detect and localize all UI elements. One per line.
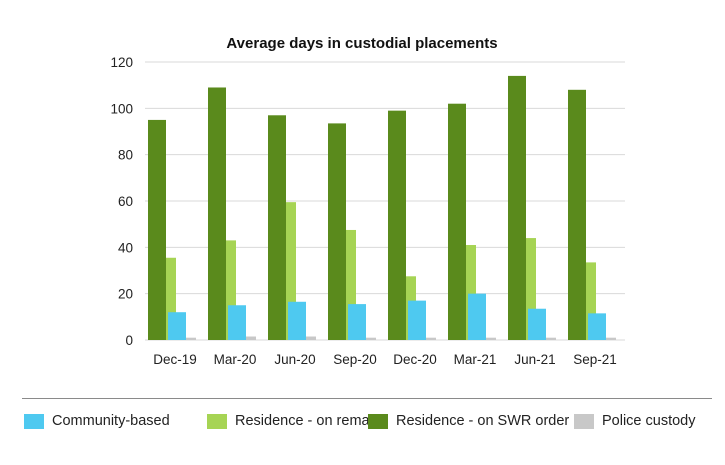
bars-layer xyxy=(148,75,616,341)
y-tick-label: 100 xyxy=(110,101,133,116)
legend: Community-based Residence - on remand Re… xyxy=(22,398,712,435)
legend-label-community: Community-based xyxy=(52,413,170,429)
x-tick-label: Mar-20 xyxy=(214,352,257,367)
bar-police-custody-mar-21 xyxy=(478,337,496,340)
bar-police-custody-dec-19 xyxy=(178,337,196,340)
x-tick-label: Mar-21 xyxy=(454,352,497,367)
x-tick-label: Jun-20 xyxy=(274,352,315,367)
bar-police-custody-sep-21 xyxy=(598,337,616,340)
bar-residence-on-swr-order-mar-20 xyxy=(208,87,226,340)
bar-community-based-mar-20 xyxy=(228,305,246,340)
bar-police-custody-sep-20 xyxy=(358,337,376,340)
bar-residence-on-swr-order-dec-20 xyxy=(388,110,406,341)
bar-residence-on-swr-order-sep-20 xyxy=(328,123,346,341)
legend-item-swr: Residence - on SWR order xyxy=(368,413,569,429)
legend-label-police: Police custody xyxy=(602,413,696,429)
x-tick-label: Dec-20 xyxy=(393,352,437,367)
legend-item-police: Police custody xyxy=(574,413,696,429)
legend-label-remand: Residence - on remand xyxy=(235,413,386,429)
x-tick-label: Dec-19 xyxy=(153,352,197,367)
bar-residence-on-swr-order-jun-20 xyxy=(268,115,286,341)
x-tick-label: Sep-20 xyxy=(333,352,377,367)
y-tick-label: 20 xyxy=(118,287,133,302)
bar-police-custody-jun-21 xyxy=(538,337,556,340)
legend-swatch-police xyxy=(574,413,594,429)
x-tick-label: Sep-21 xyxy=(573,352,617,367)
y-tick-label: 60 xyxy=(118,194,133,209)
legend-swatch-remand xyxy=(207,413,227,429)
bar-residence-on-swr-order-sep-21 xyxy=(568,89,586,340)
bar-residence-on-swr-order-jun-21 xyxy=(508,75,526,341)
axis-layer: 0 20 40 60 80 100 120 Dec-19 Mar-20 Jun-20 Sep-20 D… xyxy=(110,55,616,367)
bar-police-custody-dec-20 xyxy=(418,337,436,340)
bar-community-based-jun-21 xyxy=(528,308,546,340)
bar-police-custody-mar-20 xyxy=(238,336,256,340)
bar-community-based-sep-20 xyxy=(348,304,366,340)
x-tick-label: Jun-21 xyxy=(514,352,555,367)
bar-residence-on-swr-order-mar-21 xyxy=(448,103,466,340)
bar-community-based-dec-20 xyxy=(408,300,426,340)
legend-item-community: Community-based xyxy=(24,413,170,429)
y-tick-label: 40 xyxy=(118,240,133,255)
y-tick-label: 80 xyxy=(118,148,133,163)
legend-swatch-community xyxy=(24,413,44,429)
y-tick-label: 120 xyxy=(110,55,133,70)
legend-swatch-swr xyxy=(368,413,388,429)
chart-canvas: Average days in custodial placements 0 20… xyxy=(110,35,625,367)
bar-community-based-jun-20 xyxy=(288,301,306,340)
bar-residence-on-swr-order-dec-19 xyxy=(148,119,166,341)
bar-community-based-dec-19 xyxy=(168,312,186,340)
legend-label-swr: Residence - on SWR order xyxy=(396,413,570,429)
chart-title: Average days in custodial placements xyxy=(226,35,497,52)
bar-community-based-mar-21 xyxy=(468,293,486,340)
bar-community-based-sep-21 xyxy=(588,313,606,340)
bar-police-custody-jun-20 xyxy=(298,336,316,340)
y-tick-label: 0 xyxy=(125,333,133,348)
legend-item-remand: Residence - on remand xyxy=(207,413,386,429)
